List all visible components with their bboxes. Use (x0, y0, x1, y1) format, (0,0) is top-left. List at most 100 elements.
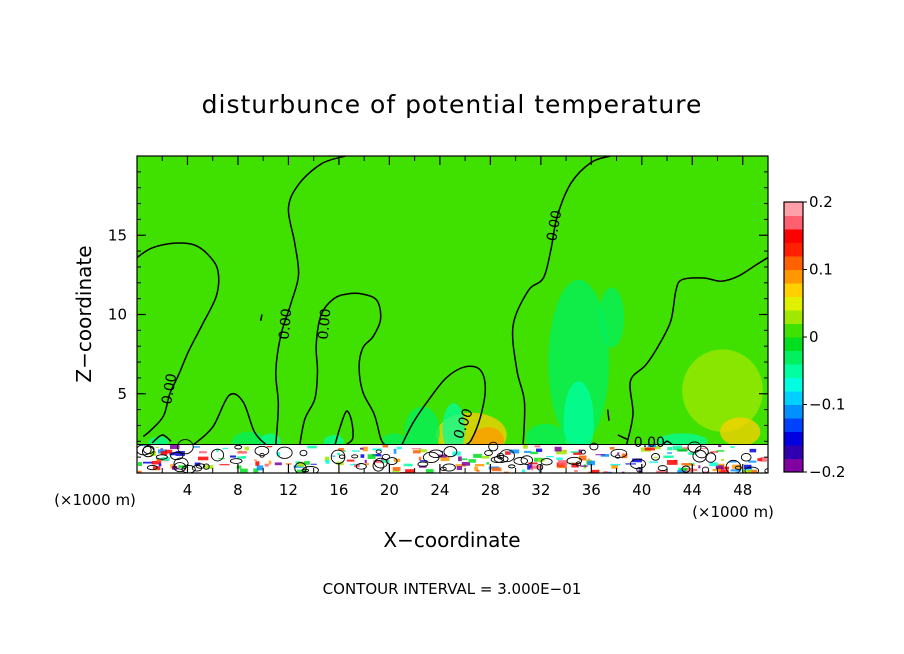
x-tick-label: 36 (582, 481, 601, 499)
boundary-cell (653, 456, 658, 459)
boundary-contour (203, 463, 210, 470)
boundary-cell (440, 457, 450, 462)
field-patch (563, 381, 594, 464)
colorbar-tick-label: −0.1 (809, 396, 845, 414)
boundary-cell (563, 450, 566, 452)
boundary-contour (725, 459, 742, 473)
x-tick-label: 24 (430, 481, 449, 499)
boundary-cell (229, 455, 236, 458)
boundary-contour (744, 466, 760, 473)
boundary-contour (375, 449, 382, 454)
boundary-cell (718, 444, 722, 448)
boundary-contour (195, 463, 206, 469)
boundary-cell (682, 447, 690, 450)
boundary-cell (647, 444, 657, 448)
boundary-cell (649, 461, 659, 463)
x-tick-label: 8 (233, 481, 243, 499)
boundary-cell (343, 450, 346, 452)
contours (137, 156, 768, 446)
boundary-cell (530, 463, 533, 468)
boundary-cell (165, 449, 173, 454)
boundary-cell (338, 448, 344, 452)
boundary-cell (353, 464, 360, 468)
boundary-cell (380, 459, 390, 463)
boundary-cell (331, 455, 336, 457)
boundary-cell (654, 445, 661, 450)
boundary-cell (573, 452, 582, 455)
boundary-cell (587, 458, 590, 461)
colorbar-swatch (784, 296, 803, 311)
x-tick-label: 16 (329, 481, 348, 499)
contour-line (151, 434, 172, 444)
boundary-cell (667, 459, 678, 465)
boundary-cell (715, 465, 724, 470)
contour-line (511, 156, 611, 445)
y-tick-label: 10 (108, 306, 127, 324)
boundary-cell (373, 460, 383, 464)
boundary-cell (600, 454, 610, 457)
boundary-cell (237, 451, 247, 454)
boundary-cell (578, 449, 582, 453)
boundary-cell (742, 470, 752, 473)
boundary-cell (142, 461, 154, 464)
boundary-cell (169, 444, 180, 449)
boundary-cell (412, 450, 421, 454)
boundary-cell (197, 456, 209, 461)
boundary-cell (571, 462, 579, 468)
boundary-contour (440, 466, 447, 471)
boundary-cell (364, 459, 367, 464)
boundary-cell (381, 458, 385, 460)
colorbar-tick-label: 0 (809, 328, 819, 346)
boundary-cell (587, 460, 596, 466)
boundary-cell (656, 470, 667, 473)
boundary-cell (556, 449, 567, 455)
boundary-contour (687, 441, 702, 453)
boundary-contour (566, 456, 582, 465)
boundary-cell (730, 446, 735, 448)
boundary-cell (523, 444, 528, 449)
field-patch (720, 417, 761, 447)
boundary-cell (171, 465, 178, 470)
boundary-cell (458, 456, 462, 462)
boundary-cell (425, 469, 434, 473)
boundary-cell (644, 447, 656, 451)
boundary-contour (428, 449, 444, 459)
boundary-cell (677, 470, 686, 473)
boundary-cell (757, 458, 762, 462)
boundary-contour (210, 448, 225, 462)
contour-line (193, 392, 267, 446)
y-axis-label: Z−coordinate (72, 245, 96, 382)
boundary-cell (491, 467, 502, 472)
boundary-cell (160, 451, 168, 456)
boundary-cell (563, 462, 567, 468)
boundary-contour (540, 458, 553, 466)
boundary-cell (580, 465, 588, 467)
boundary-cell (296, 469, 307, 473)
colorbar-swatch (784, 445, 803, 459)
field-patch (548, 279, 609, 445)
contour-line (137, 242, 220, 438)
boundary-cell (264, 463, 269, 467)
boundary-layer (137, 439, 768, 473)
boundary-cell (617, 452, 620, 455)
colorbar-swatch (784, 323, 803, 338)
boundary-cell (698, 465, 701, 469)
boundary-cell (591, 469, 600, 473)
boundary-cell (729, 460, 737, 463)
boundary-contour (508, 464, 516, 469)
boundary-cell (595, 454, 606, 456)
boundary-cell (392, 467, 401, 471)
boundary-contour (351, 454, 359, 459)
boundary-cell (530, 451, 538, 455)
boundary-cell (199, 451, 207, 454)
boundary-contour (254, 445, 270, 456)
x-tick-label: 32 (531, 481, 550, 499)
boundary-cell (216, 448, 219, 452)
boundary-cell (337, 452, 340, 456)
boundary-cell (352, 450, 360, 452)
boundary-cell (546, 456, 554, 458)
boundary-cell (411, 448, 422, 450)
x-unit-right: (×1000 m) (692, 503, 774, 521)
boundary-cell (236, 465, 242, 469)
